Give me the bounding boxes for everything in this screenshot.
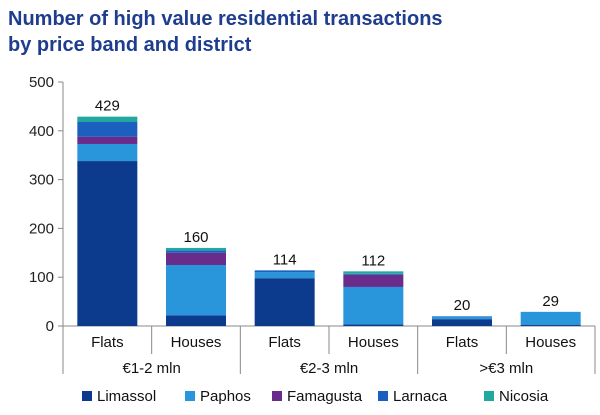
- bar-segment-paphos: [343, 286, 404, 325]
- bar-segment-famagusta: [166, 252, 226, 265]
- x-category-label: Flats: [91, 334, 124, 351]
- chart-title: Number of high value residential transac…: [8, 6, 593, 58]
- x-category-label: Houses: [348, 334, 399, 351]
- bar-total-label: 114: [273, 251, 297, 268]
- x-group-label: €1-2 mln: [122, 360, 180, 377]
- legend-swatch-paphos: [185, 391, 195, 401]
- legend-label-nicosia: Nicosia: [499, 388, 549, 405]
- bar-total-label: 429: [95, 98, 120, 115]
- bar-total-label: 160: [183, 229, 208, 246]
- bar-segment-nicosia: [343, 271, 404, 274]
- y-tick-label: 200: [29, 220, 54, 237]
- legend-swatch-limassol: [82, 391, 92, 401]
- y-tick-label: 300: [29, 172, 54, 189]
- chart-title-line-1: Number of high value residential transac…: [8, 8, 443, 30]
- bar-segment-larnaca: [166, 250, 226, 253]
- y-tick-label: 500: [29, 74, 54, 91]
- bar-segment-nicosia: [166, 247, 226, 251]
- bar-segment-paphos: [77, 143, 138, 162]
- bar-segment-paphos: [254, 272, 315, 279]
- legend-swatch-larnaca: [378, 391, 388, 401]
- bar-segment-paphos: [520, 311, 581, 326]
- bar-segment-larnaca: [343, 273, 404, 275]
- bar-total-label: 20: [454, 297, 471, 314]
- bar-segment-larnaca: [254, 270, 315, 273]
- x-group-label: >€3 mln: [479, 360, 533, 377]
- x-category-label: Flats: [446, 334, 479, 351]
- legend-label-limassol: Limassol: [97, 388, 156, 405]
- bar-segment-limassol: [77, 161, 138, 326]
- bar-segment-limassol: [520, 325, 581, 326]
- legend-swatch-famagusta: [272, 391, 282, 401]
- x-category-label: Houses: [525, 334, 576, 351]
- bar-segment-famagusta: [343, 274, 404, 287]
- x-group-label: €2-3 mln: [300, 360, 358, 377]
- y-tick-label: 100: [29, 269, 54, 286]
- chart-title-line-2: by price band and district: [8, 34, 252, 56]
- legend-label-paphos: Paphos: [200, 388, 251, 405]
- bar-segment-limassol: [343, 324, 404, 326]
- y-tick-label: 0: [46, 318, 54, 335]
- bar-segment-limassol: [254, 278, 315, 326]
- bar-segment-larnaca: [77, 122, 138, 137]
- legend-label-famagusta: Famagusta: [287, 388, 363, 405]
- bar-segment-paphos: [432, 316, 492, 320]
- bar-segment-famagusta: [77, 136, 138, 144]
- legend-swatch-nicosia: [484, 391, 494, 401]
- legend-label-larnaca: Larnaca: [393, 388, 448, 405]
- x-category-label: Flats: [268, 334, 301, 351]
- bar-total-label: 29: [542, 293, 559, 310]
- bar-segment-nicosia: [77, 116, 138, 123]
- bar-segment-limassol: [432, 319, 492, 326]
- bar-segment-paphos: [166, 265, 226, 316]
- y-tick-label: 400: [29, 123, 54, 140]
- bar-segment-limassol: [166, 315, 226, 326]
- x-category-label: Houses: [171, 334, 222, 351]
- bar-total-label: 112: [361, 252, 385, 269]
